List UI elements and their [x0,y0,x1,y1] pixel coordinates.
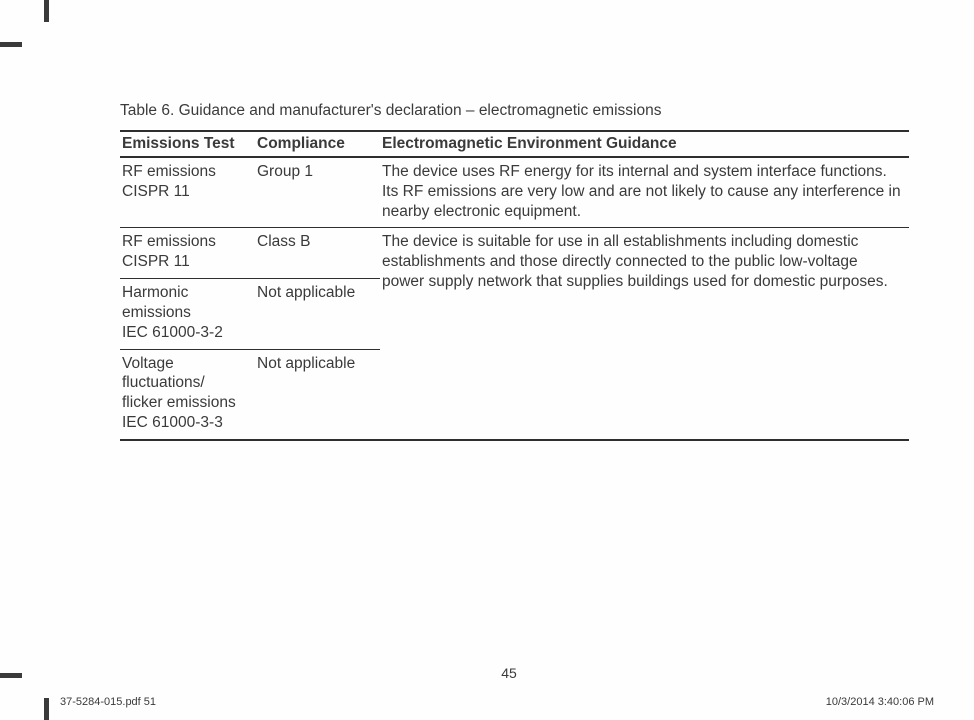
page-number: 45 [44,665,974,681]
col-header-emissions-test: Emissions Test [120,131,255,157]
cell-compliance: Not applicable [255,279,380,349]
test-standard: IEC 61000-3-2 [122,323,249,343]
emissions-table: Emissions Test Compliance Electromagneti… [120,130,909,441]
crop-mark-bottom-h [0,673,22,678]
test-name: RF emissions [122,162,249,182]
cell-compliance: Class B [255,228,380,279]
table-header-row: Emissions Test Compliance Electromagneti… [120,131,909,157]
col-header-guidance: Electromagnetic Environment Guidance [380,131,909,157]
test-name: Harmonic emissions [122,283,249,323]
cell-compliance: Group 1 [255,157,380,228]
crop-mark-top [44,0,49,22]
test-name: RF emissions [122,232,249,252]
test-name: Voltage fluctuations/ flicker emissions [122,354,249,413]
cell-test: Voltage fluctuations/ flicker emissions … [120,349,255,440]
test-standard: CISPR 11 [122,182,249,202]
test-standard: CISPR 11 [122,252,249,272]
table-row: RF emissions CISPR 11 Group 1 The device… [120,157,909,228]
crop-mark-left [0,42,22,47]
cell-compliance: Not applicable [255,349,380,440]
footer-timestamp: 10/3/2014 3:40:06 PM [826,696,934,708]
table-caption: Table 6. Guidance and manufacturer's dec… [120,102,909,120]
footer-filename: 37-5284-015.pdf 51 [60,696,156,708]
cell-test: Harmonic emissions IEC 61000-3-2 [120,279,255,349]
cell-guidance-merged: The device is suitable for use in all es… [380,228,909,440]
test-standard: IEC 61000-3-3 [122,413,249,433]
cell-test: RF emissions CISPR 11 [120,228,255,279]
print-footer: 37-5284-015.pdf 51 10/3/2014 3:40:06 PM [60,696,934,708]
table-row: RF emissions CISPR 11 Class B The device… [120,228,909,279]
col-header-compliance: Compliance [255,131,380,157]
cell-guidance: The device uses RF energy for its intern… [380,157,909,228]
cell-test: RF emissions CISPR 11 [120,157,255,228]
crop-mark-bottom-v [44,698,49,720]
document-page: Table 6. Guidance and manufacturer's dec… [44,42,974,678]
